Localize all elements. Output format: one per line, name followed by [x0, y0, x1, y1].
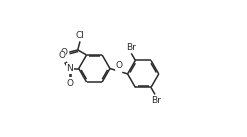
Text: O: O: [61, 48, 68, 57]
Text: Br: Br: [151, 96, 161, 105]
Text: N: N: [66, 64, 73, 73]
Text: O: O: [58, 51, 65, 60]
Text: Cl: Cl: [76, 31, 84, 40]
Text: Br: Br: [126, 43, 136, 52]
Text: O: O: [115, 61, 122, 70]
Text: O: O: [66, 79, 73, 88]
